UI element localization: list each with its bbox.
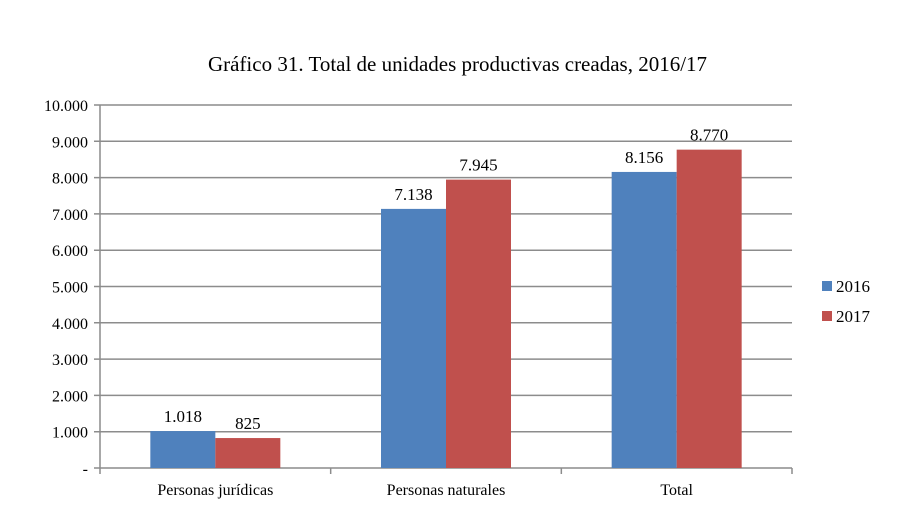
y-tick-label: 6.000 — [52, 243, 88, 260]
y-tick-label: 7.000 — [52, 207, 88, 224]
data-label: 1.018 — [164, 407, 202, 426]
y-tick-label: - — [83, 461, 88, 478]
data-label: 825 — [235, 414, 261, 433]
data-label: 7.945 — [459, 156, 497, 175]
chart-title: Gráfico 31. Total de unidades productiva… — [207, 52, 708, 76]
y-tick-label: 2.000 — [52, 388, 88, 405]
y-tick-label: 5.000 — [52, 280, 88, 297]
x-tick-label: Total — [660, 482, 693, 499]
y-tick-label: 10.000 — [44, 98, 88, 115]
y-tick-label: 1.000 — [52, 425, 88, 442]
legend-label: 2016 — [836, 277, 870, 296]
y-tick-label: 4.000 — [52, 316, 88, 333]
data-label: 8.770 — [690, 126, 728, 145]
x-tick-label: Personas naturales — [387, 482, 506, 499]
bar-2016 — [381, 208, 446, 468]
bar-2017 — [215, 438, 281, 468]
bar-2016 — [611, 171, 677, 468]
bar-2017 — [676, 149, 742, 469]
y-tick-label: 9.000 — [52, 134, 88, 151]
legend-swatch-2017 — [822, 311, 832, 321]
legend-label: 2017 — [836, 307, 871, 326]
legend-swatch-2016 — [822, 281, 832, 291]
data-label: 7.138 — [394, 185, 432, 204]
x-tick-label: Personas jurídicas — [157, 482, 273, 499]
bar-2017 — [446, 179, 511, 468]
bar-2016 — [150, 431, 216, 468]
data-label: 8.156 — [625, 148, 663, 167]
y-tick-label: 8.000 — [52, 171, 88, 188]
y-tick-label: 3.000 — [52, 352, 88, 369]
